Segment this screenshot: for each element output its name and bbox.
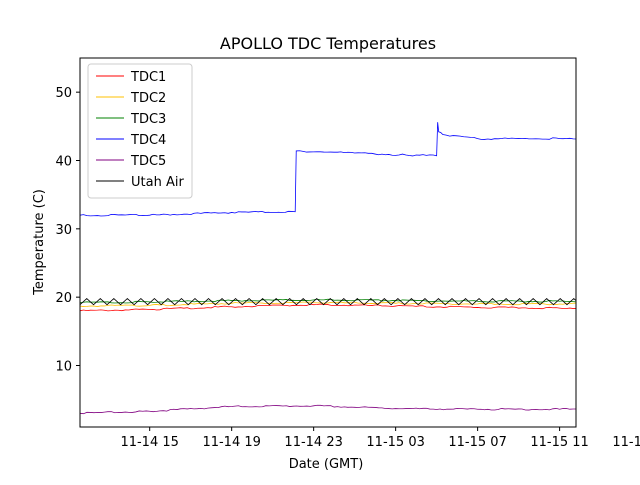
y-tick-label: 30: [55, 223, 72, 238]
chart-title: APOLLO TDC Temperatures: [220, 34, 436, 53]
x-axis-label: Date (GMT): [289, 457, 364, 472]
x-tick-label: 11-14 19: [202, 435, 260, 450]
legend: TDC1 TDC2 TDC3 TDC4 TDC5 Utah Air: [87, 63, 193, 199]
series-line-utah-air: [80, 297, 576, 306]
series-layer: [80, 122, 576, 415]
legend-label: TDC1: [130, 70, 166, 85]
y-tick-label: 50: [55, 86, 72, 101]
x-tick-label: 11-15 15: [612, 435, 640, 450]
x-tick-label: 11-15 11: [530, 435, 588, 450]
y-axis-label: Temperature (C): [32, 189, 47, 296]
series-line-tdc2: [80, 301, 576, 307]
series-line-tdc1: [80, 303, 576, 312]
series-line-tdc5: [80, 404, 576, 415]
y-tick-label: 40: [55, 155, 72, 170]
plot-frame: [79, 57, 577, 428]
legend-label: TDC5: [130, 154, 166, 169]
plot-area: [80, 122, 576, 415]
x-tick-label: 11-14 15: [120, 435, 178, 450]
y-tick-label: 10: [55, 360, 72, 375]
ticks-layer: 11-14 15 11-14 19 11-14 23 11-15 03 11-15 07…: [55, 86, 640, 450]
x-tick-label: 11-15 07: [448, 435, 506, 450]
series-line-tdc4: [80, 122, 576, 217]
legend-label: TDC4: [130, 133, 166, 148]
x-tick-label: 11-15 03: [366, 435, 424, 450]
y-tick-label: 20: [55, 291, 72, 306]
x-tick-label: 11-14 23: [284, 435, 342, 450]
legend-label: Utah Air: [131, 175, 184, 190]
legend-label: TDC2: [130, 91, 166, 106]
legend-label: TDC3: [130, 112, 166, 127]
